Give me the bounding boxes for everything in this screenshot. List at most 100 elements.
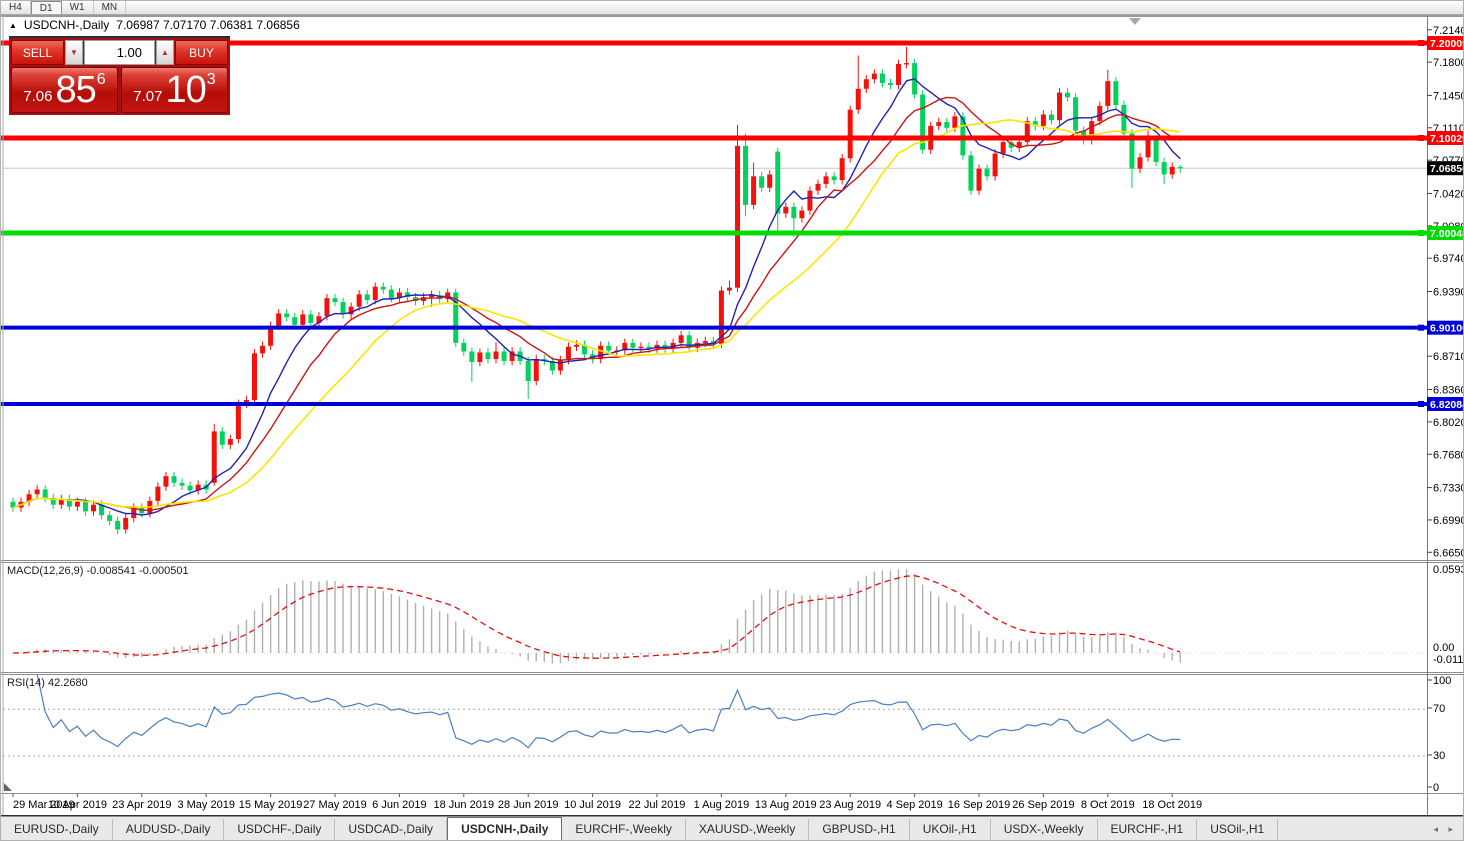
price-badge-label: 7.00048 <box>1430 228 1464 240</box>
pane-resize-handle-icon[interactable] <box>4 783 12 791</box>
candle-body <box>920 94 926 150</box>
line-end-marker[interactable] <box>1418 134 1424 141</box>
date-axis-label: 13 Aug 2019 <box>755 799 817 811</box>
chart-tab-usdcad-daily[interactable]: USDCAD-,Daily <box>335 819 448 840</box>
chart-tab-xauusd-weekly[interactable]: XAUUSD-,Weekly <box>686 819 810 840</box>
period-button-w1[interactable]: W1 <box>62 1 94 14</box>
candle-body <box>622 342 628 351</box>
candle-body <box>855 88 861 110</box>
volume-decrease-button[interactable]: ▼ <box>65 40 83 65</box>
price-axis-label: 7.21400 <box>1433 25 1464 37</box>
candle-body <box>1121 104 1127 134</box>
buy-button[interactable]: BUY <box>175 40 228 65</box>
chart-tab-usdx-weekly[interactable]: USDX-,Weekly <box>991 819 1098 840</box>
candle-body <box>235 403 241 440</box>
candle-body <box>630 342 636 348</box>
line-end-marker[interactable] <box>1418 229 1424 236</box>
period-button-d1[interactable]: D1 <box>30 1 62 14</box>
chart-tab-eurchf-weekly[interactable]: EURCHF-,Weekly <box>562 819 686 840</box>
date-axis-label: 22 Jul 2019 <box>629 799 686 811</box>
sell-price-box[interactable]: 7.06 85 6 <box>11 67 118 113</box>
candle-body <box>477 352 483 362</box>
price-axis-label: 6.76800 <box>1433 449 1464 461</box>
sell-button[interactable]: SELL <box>11 40 64 65</box>
candle-body <box>767 174 773 188</box>
chart-tab-usdchf-daily[interactable]: USDCHF-,Daily <box>224 819 336 840</box>
date-axis-label: 15 May 2019 <box>239 799 303 811</box>
candle-body <box>662 344 668 349</box>
price-axis-label: 7.04200 <box>1433 188 1464 200</box>
chart-tab-ukoil-h1[interactable]: UKOil-,H1 <box>910 819 991 840</box>
candle-body <box>896 64 901 85</box>
chart-tab-usdcnh-daily[interactable]: USDCNH-,Daily <box>447 817 563 840</box>
candle-body <box>1153 140 1159 163</box>
period-button-mn[interactable]: MN <box>94 1 127 14</box>
collapse-triangle-icon[interactable]: ▲ <box>9 21 17 30</box>
date-axis-label: 1 Aug 2019 <box>694 799 750 811</box>
rsi-axis-label: 0 <box>1433 782 1439 794</box>
price-badge-label: 6.90100 <box>1430 323 1464 335</box>
line-end-marker[interactable] <box>1418 324 1424 331</box>
tab-scroll-arrows[interactable]: ◂ ▸ <box>1433 824 1457 834</box>
sell-price-pips: 85 <box>55 69 97 111</box>
chart-tab-gbpusd-h1[interactable]: GBPUSD-,H1 <box>809 819 910 840</box>
candle-body <box>710 340 716 344</box>
buy-price-point: 3 <box>206 71 216 88</box>
candle-body <box>775 151 781 214</box>
candle-body <box>606 345 612 351</box>
candle-body <box>99 504 105 516</box>
ma-mid-line <box>12 96 1181 512</box>
candle-body <box>847 109 853 159</box>
price-badge-label: 7.10029 <box>1430 133 1464 145</box>
candle-body <box>268 325 274 346</box>
chart-tab-eurusd-daily[interactable]: EURUSD-,Daily <box>1 819 113 840</box>
candle-body <box>107 515 113 521</box>
line-end-marker[interactable] <box>1418 40 1424 46</box>
candle-body <box>702 340 708 343</box>
current-price-badge <box>1427 161 1463 176</box>
period-button-h4[interactable]: H4 <box>1 1 31 14</box>
candle-body <box>743 145 749 205</box>
date-axis-label: 10 Apr 2019 <box>48 799 107 811</box>
price-badge <box>1427 396 1463 411</box>
candle-body <box>66 498 72 507</box>
candle-body <box>1073 97 1079 131</box>
candle-body <box>799 210 805 219</box>
candle-body <box>155 486 161 501</box>
candle-body <box>380 286 386 290</box>
chart-tab-usoil-h1[interactable]: USOil-,H1 <box>1197 819 1279 840</box>
price-axis-label: 6.80200 <box>1433 417 1464 429</box>
volume-input[interactable]: 1.00 <box>84 40 155 65</box>
candle-body <box>582 344 588 355</box>
period-toolbar: H4 D1 W1 MN <box>1 1 1463 15</box>
price-axis-label: 6.93900 <box>1433 287 1464 299</box>
rsi-indicator-label: RSI(14) 42.2680 <box>7 677 88 689</box>
candle-body <box>171 476 177 483</box>
candle-body <box>469 351 475 362</box>
date-axis-label: 26 Sep 2019 <box>1012 799 1074 811</box>
candle-body <box>429 295 435 298</box>
buy-price-box[interactable]: 7.07 10 3 <box>121 67 228 113</box>
chart-tab-audusd-daily[interactable]: AUDUSD-,Daily <box>113 819 225 840</box>
candle-body <box>968 155 974 191</box>
candle-body <box>831 176 837 181</box>
candle-body <box>807 190 813 211</box>
line-end-marker[interactable] <box>1418 400 1424 407</box>
candle-body <box>1089 121 1095 141</box>
chart-symbol-label: USDCNH-,Daily <box>23 18 110 32</box>
candles-layer <box>10 46 1183 535</box>
candle-body <box>211 431 217 483</box>
candle-body <box>1137 157 1143 169</box>
price-badge-label: 7.20009 <box>1430 38 1464 50</box>
price-badge <box>1427 130 1463 145</box>
candle-body <box>1161 162 1167 175</box>
chart-shift-marker-icon[interactable] <box>1129 18 1141 25</box>
volume-increase-button[interactable]: ▲ <box>156 40 174 65</box>
chart-tab-eurchf-h1[interactable]: EURCHF-,H1 <box>1098 819 1198 840</box>
candle-body <box>284 313 290 318</box>
candle-body <box>871 73 877 80</box>
candle-body <box>388 289 394 299</box>
rsi-line <box>36 675 1181 749</box>
